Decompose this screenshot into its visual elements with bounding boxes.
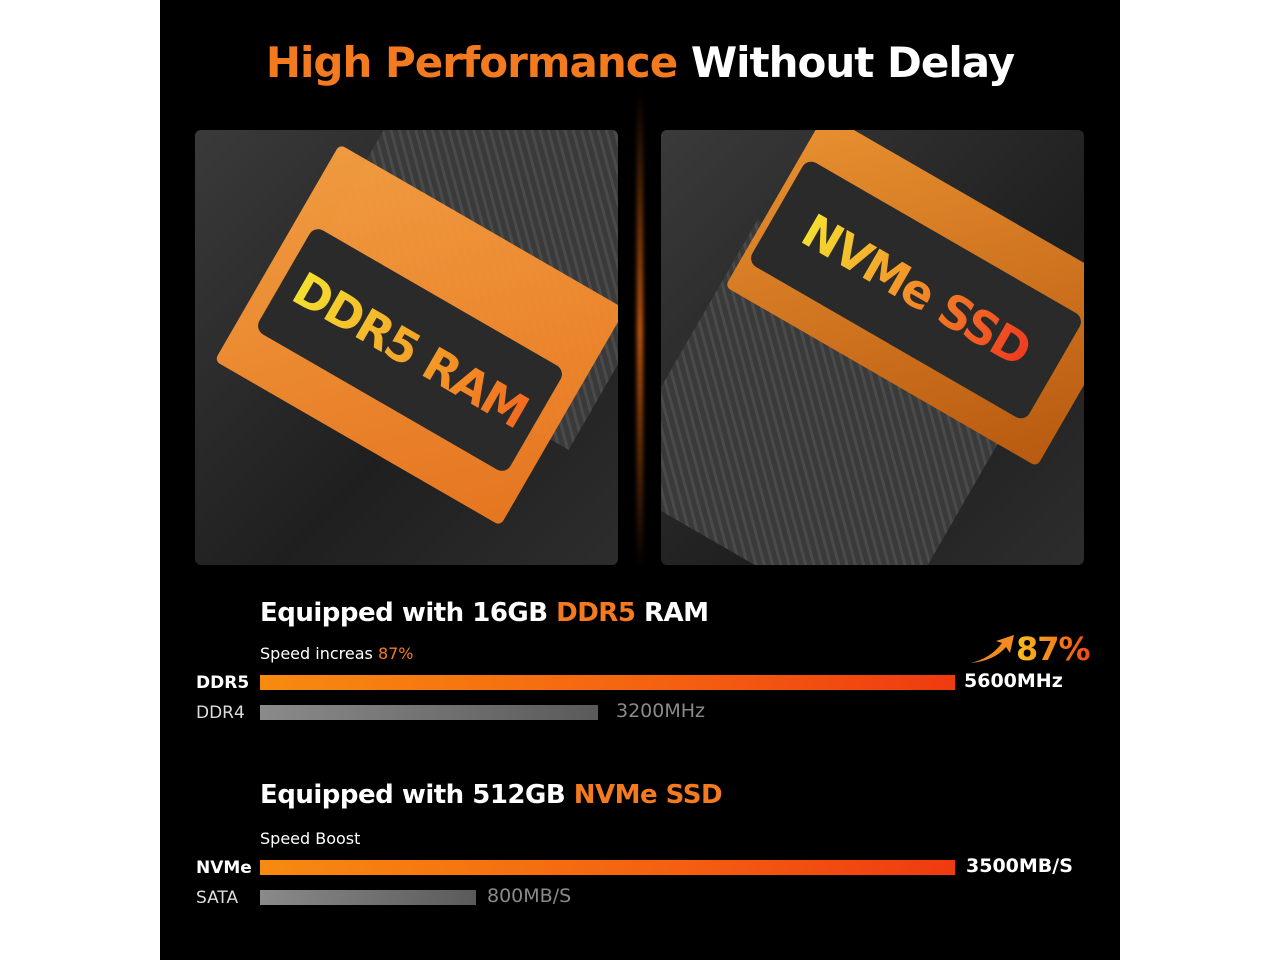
arrow-up-right-icon <box>970 635 1014 663</box>
nvme-value: 3500MB/S <box>966 855 1073 877</box>
ddr4-bar <box>260 705 598 720</box>
nvme-bar <box>260 860 955 875</box>
product-banner: High Performance Without Delay DDR5 RAM … <box>160 0 1120 960</box>
banner-title: High Performance Without Delay <box>265 38 1015 87</box>
ddr5-bar <box>260 675 955 690</box>
ddr5-value: 5600MHz <box>964 670 1063 692</box>
sata-value: 800MB/S <box>487 885 572 907</box>
ram-heading: Equipped with 16GB DDR5 RAM <box>260 598 709 628</box>
sata-bar <box>260 890 476 905</box>
ddr5-label: DDR5 <box>196 673 250 693</box>
ddr4-label: DDR4 <box>196 703 245 723</box>
ddr4-value: 3200MHz <box>616 700 706 722</box>
nvme-label: NVMe <box>196 858 252 878</box>
ssd-heading: Equipped with 512GB NVMe SSD <box>260 780 723 810</box>
sata-label: SATA <box>196 888 239 908</box>
ssd-photo: NVMe SSD <box>661 130 1084 565</box>
ram-photo: DDR5 RAM <box>195 130 618 565</box>
ssd-subtitle: Speed Boost <box>260 829 361 848</box>
increase-badge: 87% <box>968 630 1091 668</box>
ram-subtitle: Speed increas 87% <box>260 644 414 663</box>
divider-glow <box>637 90 643 570</box>
